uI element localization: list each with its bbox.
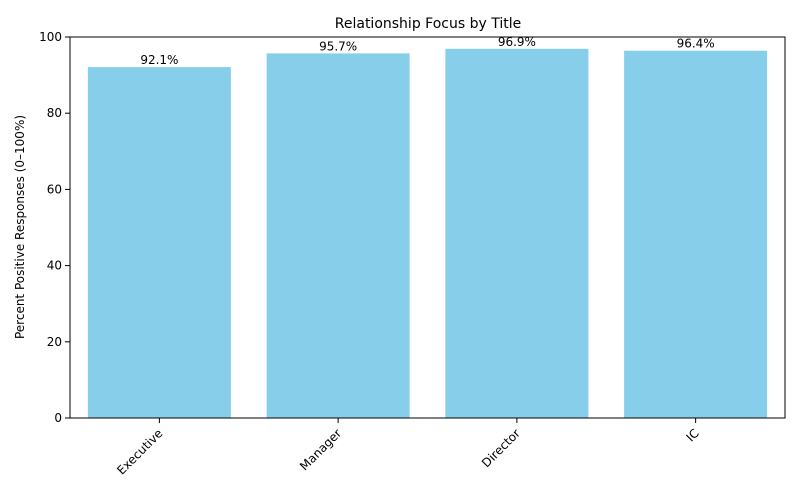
- bar-value-label: 92.1%: [140, 53, 178, 67]
- bar-value-label: 95.7%: [319, 39, 357, 53]
- plot-frame: [69, 36, 786, 419]
- bar-value-label: 96.4%: [677, 37, 715, 51]
- bar-ic: [624, 50, 768, 418]
- y-tick-label: 20: [47, 335, 62, 349]
- x-tick-label: Manager: [297, 426, 344, 473]
- x-tick-label: IC: [683, 426, 701, 444]
- y-tick-label: 60: [47, 182, 62, 196]
- bar-value-label: 96.9%: [498, 35, 536, 49]
- y-tick-label: 0: [54, 411, 62, 425]
- x-tick-label: Director: [479, 426, 523, 470]
- y-tick-label: 80: [47, 106, 62, 120]
- bar-executive: [87, 67, 231, 418]
- bars-group: 92.1% 95.7% 96.9% 96.4%: [87, 35, 768, 419]
- chart-title: Relationship Focus by Title: [335, 16, 521, 32]
- y-tick-label: 40: [47, 259, 62, 273]
- x-tick-label: Executive: [114, 426, 165, 477]
- bar-director: [445, 48, 589, 418]
- y-tick-label: 100: [39, 30, 62, 44]
- x-axis-ticks: Executive Manager Director IC: [114, 418, 702, 477]
- y-axis-label: Percent Positive Responses (0–100%): [13, 115, 27, 339]
- bar-manager: [266, 53, 410, 419]
- y-axis-ticks: 0 20 40 60 80 100: [39, 30, 70, 425]
